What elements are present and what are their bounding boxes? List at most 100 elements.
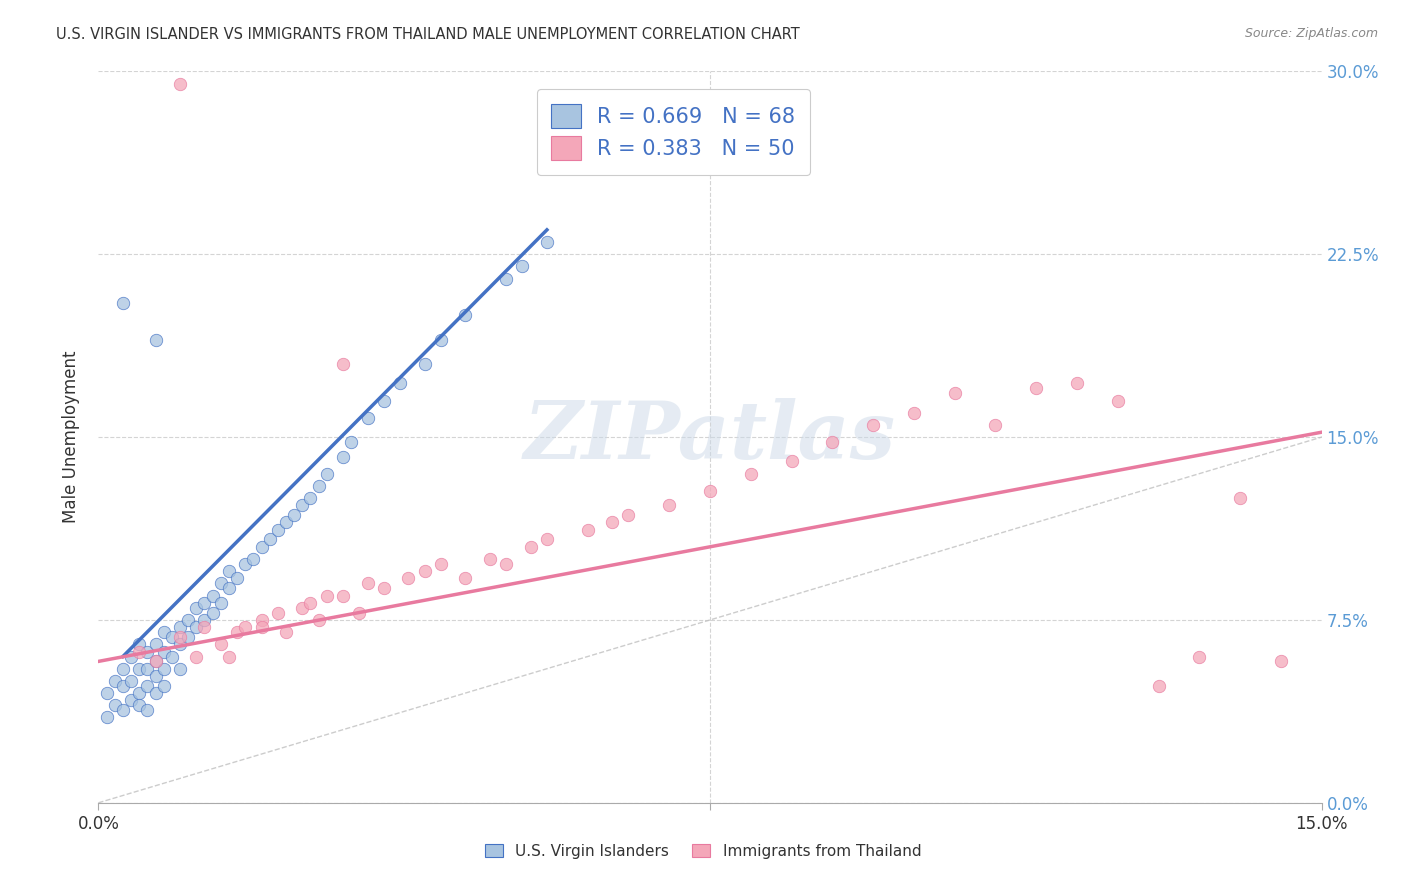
Point [332,589,354,603]
Point [128,662,150,676]
Point [267,606,290,620]
Point [128,637,150,651]
Point [267,523,290,537]
Point [430,333,453,347]
Point [308,479,330,493]
Point [315,467,337,481]
Point [903,406,925,420]
Point [96,686,118,700]
Point [209,576,232,591]
Point [430,557,453,571]
Point [1147,679,1170,693]
Point [145,637,167,651]
Point [332,357,354,371]
Point [373,393,395,408]
Point [111,662,134,676]
Point [315,589,337,603]
Y-axis label: Male Unemployment: Male Unemployment [62,351,80,524]
Point [104,698,127,713]
Point [1229,491,1251,505]
Point [145,686,167,700]
Point [332,450,354,464]
Point [186,649,208,664]
Point [250,613,273,627]
Text: ZIPatlas: ZIPatlas [524,399,896,475]
Point [259,533,281,547]
Legend: R = 0.669   N = 68, R = 0.383   N = 50: R = 0.669 N = 68, R = 0.383 N = 50 [537,89,810,175]
Point [152,645,174,659]
Point [177,630,200,644]
Point [389,376,412,391]
Point [349,606,371,620]
Point [1107,393,1129,408]
Point [308,613,330,627]
Point [128,645,150,659]
Point [617,508,640,522]
Legend: U.S. Virgin Islanders, Immigrants from Thailand: U.S. Virgin Islanders, Immigrants from T… [477,836,929,866]
Point [209,637,232,651]
Point [104,673,127,688]
Point [478,552,501,566]
Point [120,693,142,707]
Point [1025,381,1047,395]
Point [136,679,159,693]
Point [242,552,264,566]
Point [274,516,297,530]
Point [169,630,191,644]
Point [1188,649,1211,664]
Point [218,581,240,595]
Point [984,417,1007,432]
Point [177,613,200,627]
Point [193,613,215,627]
Point [136,645,159,659]
Point [299,491,322,505]
Point [356,410,378,425]
Text: Source: ZipAtlas.com: Source: ZipAtlas.com [1244,27,1378,40]
Point [111,296,134,310]
Text: U.S. VIRGIN ISLANDER VS IMMIGRANTS FROM THAILAND MALE UNEMPLOYMENT CORRELATION C: U.S. VIRGIN ISLANDER VS IMMIGRANTS FROM … [56,27,800,42]
Point [169,620,191,634]
Point [250,620,273,634]
Point [519,540,541,554]
Point [120,673,142,688]
Point [291,499,314,513]
Point [145,654,167,668]
Point [186,600,208,615]
Point [576,523,599,537]
Point [226,625,249,640]
Point [136,703,159,717]
Point [218,564,240,578]
Point [145,654,167,668]
Point [699,483,721,498]
Point [111,703,134,717]
Point [283,508,305,522]
Point [193,620,215,634]
Point [600,516,623,530]
Point [201,589,224,603]
Point [250,540,273,554]
Point [536,533,558,547]
Point [821,434,844,449]
Point [186,620,208,634]
Point [233,557,256,571]
Point [658,499,681,513]
Point [340,434,363,449]
Point [152,625,174,640]
Point [536,235,558,249]
Point [152,662,174,676]
Point [274,625,297,640]
Point [209,596,232,610]
Point [169,77,191,91]
Point [373,581,395,595]
Point [780,454,803,468]
Point [169,662,191,676]
Point [299,596,322,610]
Point [128,698,150,713]
Point [396,572,419,586]
Point [226,572,249,586]
Point [218,649,240,664]
Point [862,417,884,432]
Point [193,596,215,610]
Point [512,260,534,274]
Point [111,679,134,693]
